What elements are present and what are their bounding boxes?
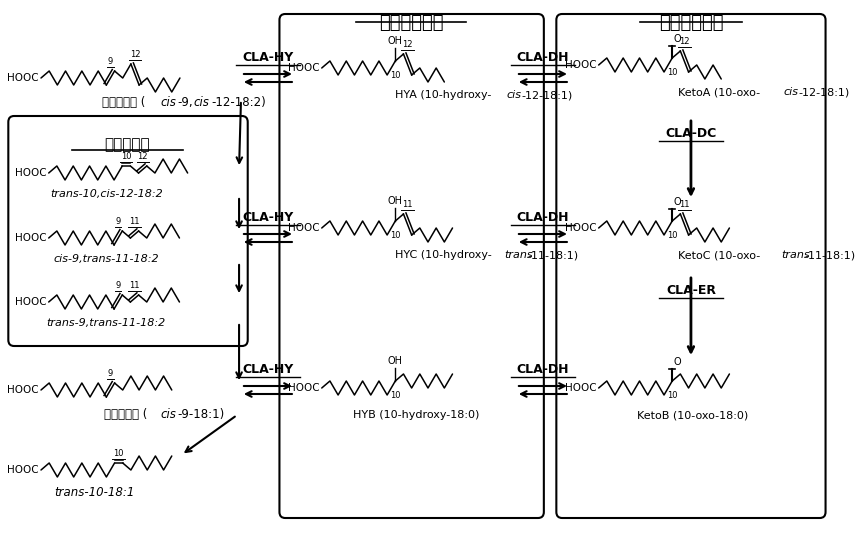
- Text: CLA-DH: CLA-DH: [517, 211, 569, 224]
- Text: 9: 9: [115, 217, 120, 226]
- Text: KetoB (10-oxo-18:0): KetoB (10-oxo-18:0): [637, 410, 748, 420]
- Text: CLA-DC: CLA-DC: [666, 127, 716, 140]
- Text: 共役脂肪酸: 共役脂肪酸: [105, 137, 150, 152]
- Text: trans: trans: [782, 250, 810, 260]
- Text: HOOC: HOOC: [15, 233, 46, 243]
- Text: CLA-HY: CLA-HY: [243, 363, 293, 376]
- Text: 10: 10: [390, 231, 401, 240]
- Text: -9,: -9,: [177, 96, 194, 109]
- Text: HOOC: HOOC: [15, 297, 46, 307]
- Text: CLA-HY: CLA-HY: [243, 211, 293, 224]
- Text: HOOC: HOOC: [288, 223, 320, 233]
- Text: HYB (10-hydroxy-18:0): HYB (10-hydroxy-18:0): [353, 410, 479, 420]
- Text: cis: cis: [194, 96, 210, 109]
- Text: KetoA (10-oxo-: KetoA (10-oxo-: [679, 87, 760, 97]
- Text: 水酸化脂肪酸: 水酸化脂肪酸: [379, 14, 444, 32]
- Text: 12: 12: [138, 152, 148, 161]
- Text: 10: 10: [667, 231, 678, 240]
- Text: trans-10-18:1: trans-10-18:1: [55, 486, 135, 499]
- Text: KetoC (10-oxo-: KetoC (10-oxo-: [679, 250, 761, 260]
- FancyBboxPatch shape: [556, 14, 826, 518]
- Text: cis: cis: [160, 96, 176, 109]
- Text: 11: 11: [129, 281, 140, 290]
- Text: cis: cis: [160, 408, 176, 421]
- Text: HOOC: HOOC: [288, 383, 320, 393]
- Text: HOOC: HOOC: [8, 465, 39, 475]
- Text: O: O: [673, 34, 681, 44]
- Text: CLA-HY: CLA-HY: [243, 51, 293, 64]
- Text: 12: 12: [130, 50, 140, 59]
- Text: CLA-DH: CLA-DH: [517, 51, 569, 64]
- FancyBboxPatch shape: [9, 116, 248, 346]
- Text: HYC (10-hydroxy-: HYC (10-hydroxy-: [395, 250, 492, 260]
- Text: 12: 12: [402, 40, 413, 49]
- Text: リノール酸 (: リノール酸 (: [101, 96, 145, 109]
- Text: trans-10,cis-12-18:2: trans-10,cis-12-18:2: [50, 189, 163, 199]
- Text: HOOC: HOOC: [8, 73, 39, 83]
- Text: cis: cis: [507, 90, 521, 100]
- Text: 10: 10: [114, 449, 124, 458]
- Text: 10: 10: [121, 152, 132, 161]
- Text: 10: 10: [667, 391, 678, 400]
- Text: trans: trans: [505, 250, 533, 260]
- Text: O: O: [673, 197, 681, 207]
- Text: 11: 11: [129, 217, 140, 226]
- Text: HOOC: HOOC: [565, 60, 597, 70]
- Text: 10: 10: [667, 68, 678, 77]
- Text: -12-18:2): -12-18:2): [212, 96, 266, 109]
- Text: 10: 10: [390, 71, 401, 80]
- Text: HOOC: HOOC: [565, 383, 597, 393]
- Text: -12-18:1): -12-18:1): [799, 87, 850, 97]
- Text: 9: 9: [108, 57, 114, 66]
- Text: オキソ脂肪酸: オキソ脂肪酸: [659, 14, 723, 32]
- Text: OH: OH: [388, 196, 402, 206]
- Text: -9-18:1): -9-18:1): [177, 408, 224, 421]
- Text: 12: 12: [679, 37, 690, 46]
- Text: 11: 11: [679, 200, 690, 209]
- Text: 11: 11: [402, 200, 413, 209]
- Text: OH: OH: [388, 356, 402, 366]
- Text: OH: OH: [388, 36, 402, 46]
- Text: 9: 9: [115, 281, 120, 290]
- Text: 9: 9: [108, 369, 114, 378]
- Text: HOOC: HOOC: [288, 63, 320, 73]
- Text: HYA (10-hydroxy-: HYA (10-hydroxy-: [395, 90, 491, 100]
- Text: -12-18:1): -12-18:1): [522, 90, 573, 100]
- Text: HOOC: HOOC: [15, 168, 46, 178]
- Text: -11-18:1): -11-18:1): [527, 250, 579, 260]
- FancyBboxPatch shape: [280, 14, 544, 518]
- Text: CLA-DH: CLA-DH: [517, 363, 569, 376]
- Text: O: O: [673, 357, 681, 367]
- Text: HOOC: HOOC: [565, 223, 597, 233]
- Text: cis-9,trans-11-18:2: cis-9,trans-11-18:2: [53, 254, 159, 264]
- Text: オレイン酸 (: オレイン酸 (: [104, 408, 148, 421]
- Text: CLA-ER: CLA-ER: [666, 284, 716, 297]
- Text: -11-18:1): -11-18:1): [804, 250, 856, 260]
- Text: trans-9,trans-11-18:2: trans-9,trans-11-18:2: [46, 318, 166, 328]
- Text: 10: 10: [390, 391, 401, 400]
- Text: HOOC: HOOC: [8, 385, 39, 395]
- Text: cis: cis: [783, 87, 798, 97]
